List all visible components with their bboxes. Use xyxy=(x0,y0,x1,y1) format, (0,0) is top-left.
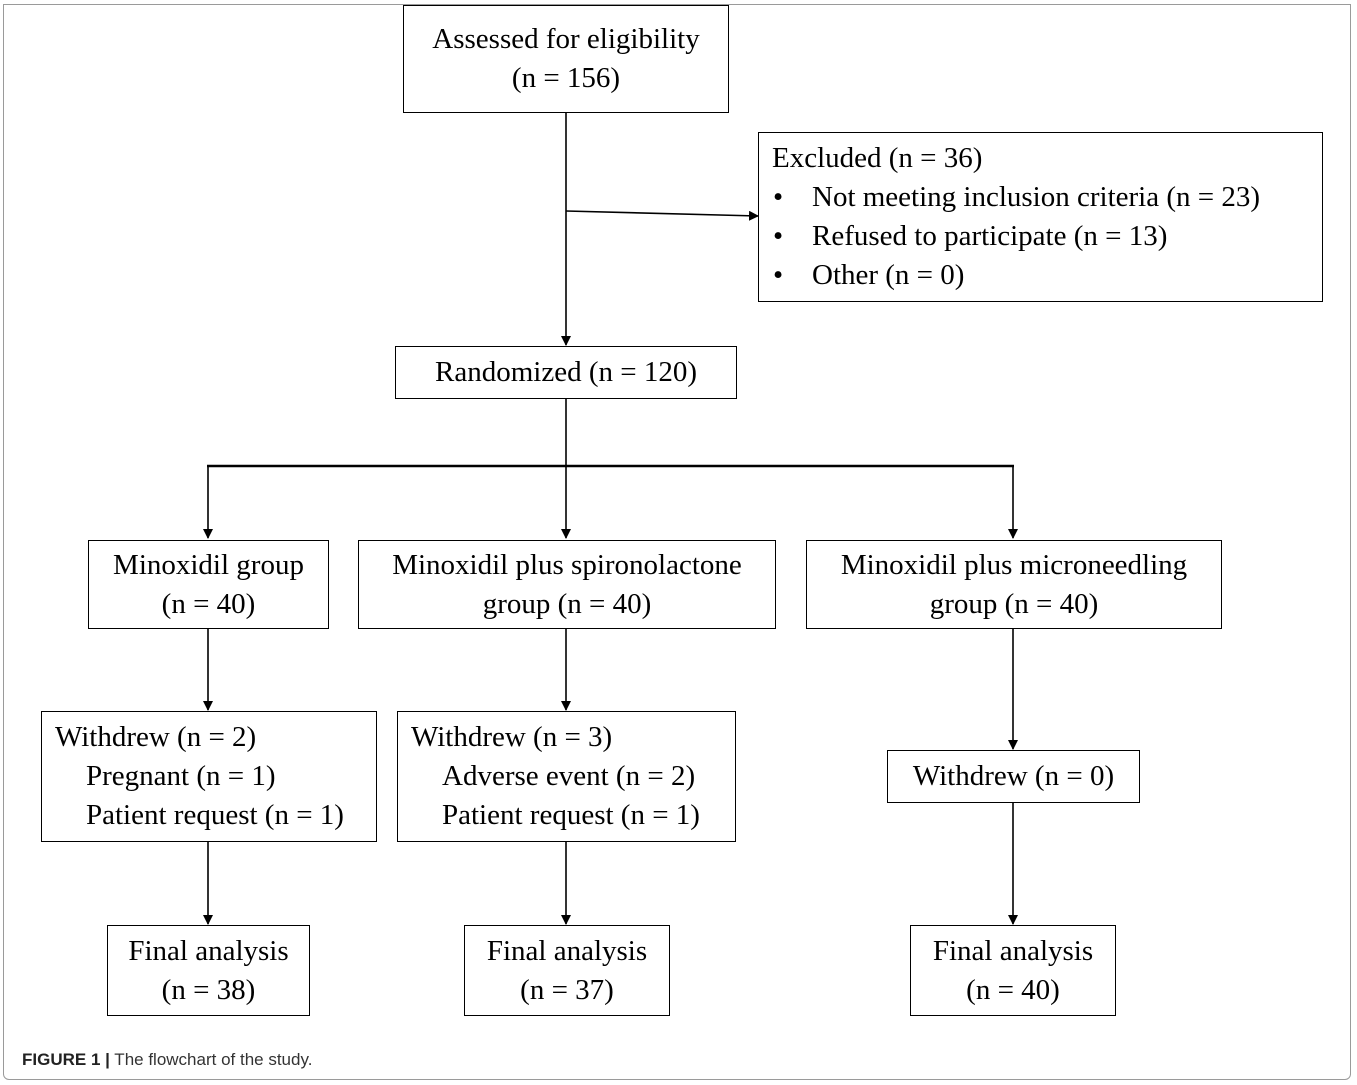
final-line-1: Final analysis xyxy=(128,934,289,967)
arrow-to-excluded xyxy=(565,210,759,221)
excluded-item: • Refused to participate (n = 13) xyxy=(772,217,1322,256)
withdrew-box-3: Withdrew (n = 0) xyxy=(887,750,1140,803)
group-line-1: Minoxidil plus spironolactone xyxy=(392,548,742,581)
withdrew-box-1: Withdrew (n = 2) Pregnant (n = 1) Patien… xyxy=(41,711,377,842)
randomized-box: Randomized (n = 120) xyxy=(395,346,737,399)
final-box-1: Final analysis (n = 38) xyxy=(107,925,310,1016)
final-line-2: (n = 40) xyxy=(966,973,1060,1006)
assessed-line-2: (n = 156) xyxy=(511,62,621,94)
final-line-2: (n = 38) xyxy=(161,973,256,1006)
withdrew-item: Adverse event (n = 2) xyxy=(442,760,696,792)
withdrew-title: Withdrew (n = 2) xyxy=(55,721,257,753)
final-line-1: Final analysis xyxy=(932,934,1094,967)
group-line-2: group (n = 40) xyxy=(929,587,1099,620)
randomized-label: Randomized (n = 120) xyxy=(435,356,697,388)
figure-caption: FIGURE 1 | The flowchart of the study. xyxy=(22,1050,312,1070)
figure-caption-text: The flowchart of the study. xyxy=(109,1050,313,1069)
excluded-item-text: Not meeting inclusion criteria (n = 23) xyxy=(812,181,1261,213)
excluded-title: Excluded (n = 36) xyxy=(772,142,983,174)
assessed-box: Assessed for eligibility (n = 156) xyxy=(403,5,729,113)
excluded-item: • Not meeting inclusion criteria (n = 23) xyxy=(772,178,1322,217)
withdrew-item: Pregnant (n = 1) xyxy=(86,760,276,792)
group-box-microneedling: Minoxidil plus microneedling group (n = … xyxy=(806,540,1222,629)
withdrew-title: Withdrew (n = 3) xyxy=(411,721,613,753)
final-box-3: Final analysis (n = 40) xyxy=(910,925,1116,1016)
group-line-2: (n = 40) xyxy=(161,587,256,620)
excluded-item: • Other (n = 0) xyxy=(772,256,1322,295)
assessed-line-1: Assessed for eligibility xyxy=(432,23,700,55)
group-line-1: Minoxidil group xyxy=(113,548,304,581)
final-box-2: Final analysis (n = 37) xyxy=(464,925,670,1016)
withdrew-box-2: Withdrew (n = 3) Adverse event (n = 2) P… xyxy=(397,711,736,842)
withdrew-title: Withdrew (n = 0) xyxy=(912,760,1115,792)
final-line-1: Final analysis xyxy=(486,934,648,967)
withdrew-item: Patient request (n = 1) xyxy=(442,799,700,831)
withdrew-item: Patient request (n = 1) xyxy=(86,799,344,831)
excluded-box: Excluded (n = 36) • Not meeting inclusion… xyxy=(758,132,1323,302)
excluded-item-text: Other (n = 0) xyxy=(812,259,965,291)
group-box-minoxidil: Minoxidil group (n = 40) xyxy=(88,540,329,629)
group-line-1: Minoxidil plus microneedling xyxy=(840,548,1188,581)
group-line-2: group (n = 40) xyxy=(482,587,652,620)
final-line-2: (n = 37) xyxy=(520,973,614,1006)
excluded-item-text: Refused to participate (n = 13) xyxy=(812,220,1168,252)
figure-label: FIGURE 1 | xyxy=(22,1050,110,1069)
group-box-spironolactone: Minoxidil plus spironolactone group (n =… xyxy=(358,540,776,629)
